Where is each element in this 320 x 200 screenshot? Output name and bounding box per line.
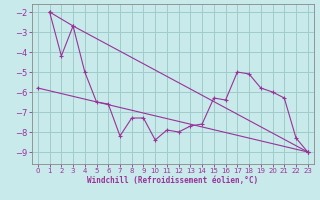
X-axis label: Windchill (Refroidissement éolien,°C): Windchill (Refroidissement éolien,°C)	[87, 176, 258, 185]
